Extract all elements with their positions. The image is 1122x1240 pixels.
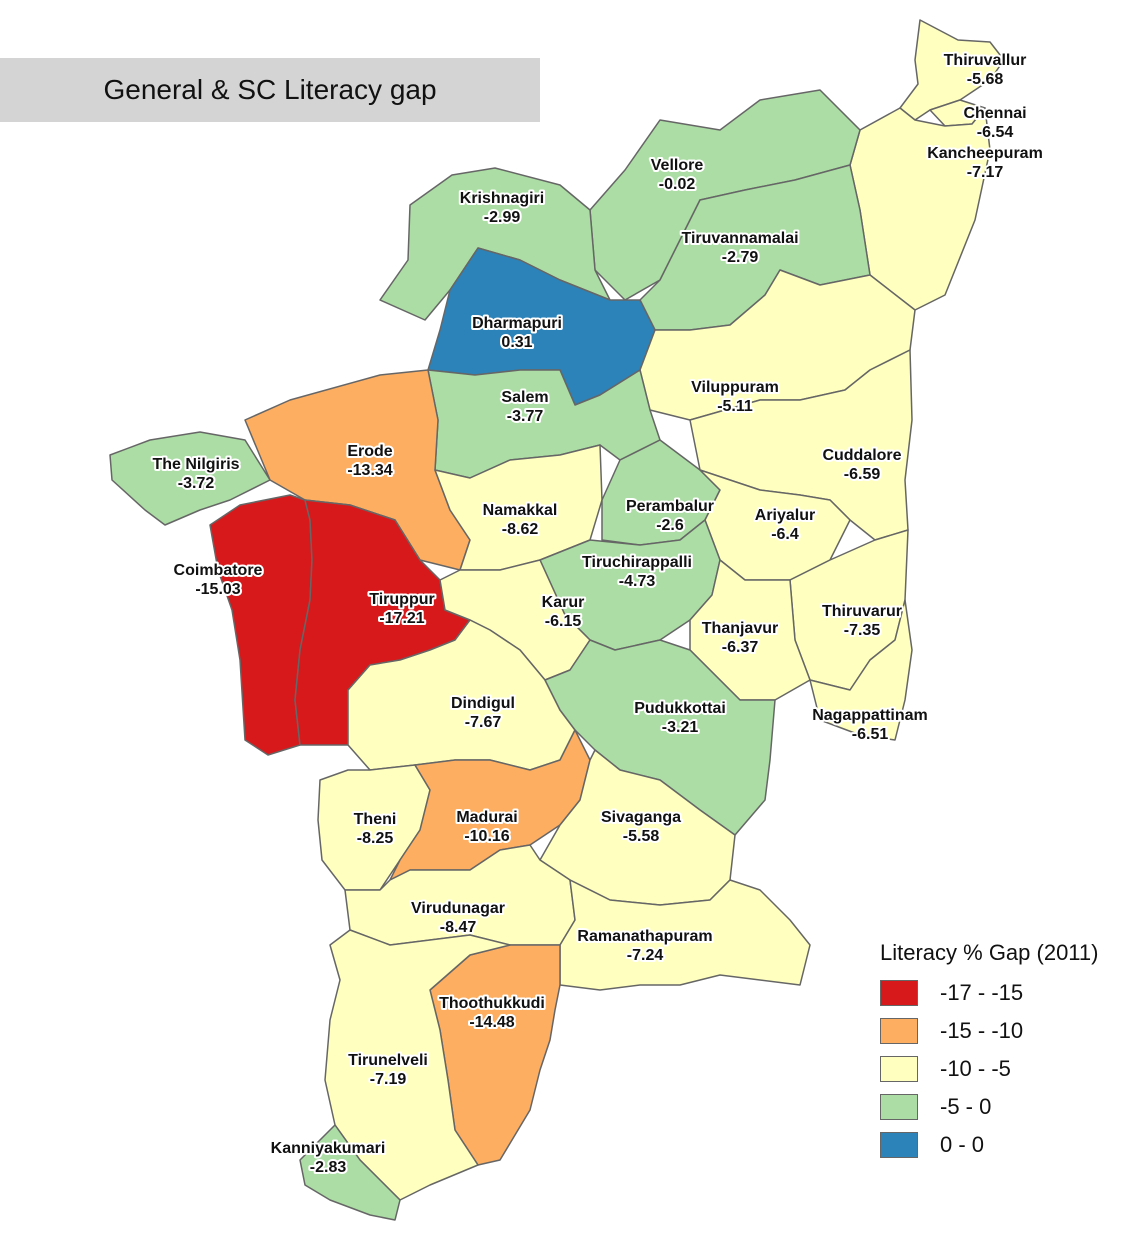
district-name-nagappattinam: Nagappattinam xyxy=(812,707,928,724)
district-name-tirunelveli: Tirunelveli xyxy=(348,1052,428,1069)
district-value-thanjavur: -6.37 xyxy=(722,639,759,656)
legend-item-0: -17 - -15 xyxy=(880,974,1120,1012)
district-name-thiruvallur: Thiruvallur xyxy=(944,52,1027,69)
district-nilgiris[interactable] xyxy=(109,431,271,526)
legend-swatch-3 xyxy=(880,1094,918,1120)
legend-label-4: 0 - 0 xyxy=(940,1132,985,1157)
district-value-karur: -6.15 xyxy=(545,613,582,630)
legend-item-4: 0 - 0 xyxy=(880,1126,1120,1164)
district-value-ramanathapuram: -7.24 xyxy=(627,947,664,964)
district-value-tirunelveli: -7.19 xyxy=(370,1071,407,1088)
legend-label-0: -17 - -15 xyxy=(940,980,1024,1005)
district-value-kancheepuram: -7.17 xyxy=(967,164,1004,181)
district-name-thoothukkudi: Thoothukkudi xyxy=(439,995,545,1012)
district-tirunelveli[interactable] xyxy=(324,929,511,1201)
district-value-tiruchirappalli: -4.73 xyxy=(619,573,656,590)
district-value-thiruvallur: -5.68 xyxy=(967,71,1004,88)
legend-title: Literacy % Gap (2011) xyxy=(880,940,1099,965)
district-value-tiruppur: -17.21 xyxy=(379,610,424,627)
legend-label-3: -5 - 0 xyxy=(940,1094,992,1119)
district-name-nilgiris: The Nilgiris xyxy=(152,456,239,473)
district-name-dindigul: Dindigul xyxy=(451,695,515,712)
district-labels: Thiruvallur -5.68 Chennai -6.54 Kancheepuram… xyxy=(150,50,1044,1178)
district-name-kancheepuram: Kancheepuram xyxy=(927,145,1043,162)
district-value-dindigul: -7.67 xyxy=(465,714,502,731)
legend-label-2: -10 - -5 xyxy=(940,1056,1011,1081)
district-value-ariyalur: -6.4 xyxy=(771,526,799,543)
district-value-virudunagar: -8.47 xyxy=(440,919,477,936)
district-value-nagappattinam: -6.51 xyxy=(852,726,889,743)
district-name-chennai: Chennai xyxy=(963,105,1026,122)
legend-swatch-2 xyxy=(880,1056,918,1082)
district-value-pudukkottai: -3.21 xyxy=(662,719,699,736)
district-name-namakkal: Namakkal xyxy=(483,502,558,519)
district-value-vellore: -0.02 xyxy=(659,176,696,193)
district-value-thiruvarur: -7.35 xyxy=(844,622,881,639)
district-value-namakkal: -8.62 xyxy=(502,521,539,538)
legend-label-1: -15 - -10 xyxy=(940,1018,1024,1043)
legend: Literacy % Gap (2011) -17 - -15 -15 - -1… xyxy=(880,940,1120,1164)
district-value-krishnagiri: -2.99 xyxy=(484,209,521,226)
district-name-erode: Erode xyxy=(347,443,392,460)
district-name-sivaganga: Sivaganga xyxy=(601,809,681,826)
district-name-salem: Salem xyxy=(501,389,548,406)
district-value-kanniyakumari: -2.83 xyxy=(310,1159,347,1176)
district-name-madurai: Madurai xyxy=(456,809,517,826)
district-name-krishnagiri: Krishnagiri xyxy=(460,190,544,207)
district-name-coimbatore: Coimbatore xyxy=(174,562,263,579)
district-name-tiruchirappalli: Tiruchirappalli xyxy=(582,554,692,571)
district-name-ramanathapuram: Ramanathapuram xyxy=(577,928,712,945)
district-value-sivaganga: -5.58 xyxy=(623,828,660,845)
district-name-dharmapuri: Dharmapuri xyxy=(472,315,562,332)
legend-item-2: -10 - -5 xyxy=(880,1050,1120,1088)
district-nagappattinam[interactable] xyxy=(809,599,913,741)
district-kanniyakumari[interactable] xyxy=(299,1124,401,1221)
district-name-virudunagar: Virudunagar xyxy=(411,900,505,917)
district-name-kanniyakumari: Kanniyakumari xyxy=(271,1140,386,1157)
district-name-pudukkottai: Pudukkottai xyxy=(634,700,726,717)
district-value-erode: -13.34 xyxy=(347,462,392,479)
district-value-thoothukkudi: -14.48 xyxy=(469,1014,514,1031)
legend-swatch-4 xyxy=(880,1132,918,1158)
district-value-chennai: -6.54 xyxy=(977,124,1014,141)
title-banner: General & SC Literacy gap xyxy=(0,58,540,122)
district-name-viluppuram: Viluppuram xyxy=(691,379,779,396)
district-value-nilgiris: -3.72 xyxy=(178,475,215,492)
district-name-theni: Theni xyxy=(354,811,397,828)
district-name-cuddalore: Cuddalore xyxy=(822,447,901,464)
district-name-vellore: Vellore xyxy=(651,157,704,174)
map-title: General & SC Literacy gap xyxy=(103,74,437,105)
district-name-karur: Karur xyxy=(542,594,585,611)
district-value-perambalur: -2.6 xyxy=(656,517,684,534)
district-name-perambalur: Perambalur xyxy=(626,498,714,515)
district-value-dharmapuri: 0.31 xyxy=(501,334,532,351)
district-name-tiruppur: Tiruppur xyxy=(369,591,434,608)
district-value-madurai: -10.16 xyxy=(464,828,509,845)
district-value-viluppuram: -5.11 xyxy=(717,398,753,415)
district-value-coimbatore: -15.03 xyxy=(195,581,240,598)
legend-item-1: -15 - -10 xyxy=(880,1012,1120,1050)
legend-swatch-1 xyxy=(880,1018,918,1044)
district-name-ariyalur: Ariyalur xyxy=(755,507,815,524)
district-name-thiruvarur: Thiruvarur xyxy=(822,603,902,620)
district-value-cuddalore: -6.59 xyxy=(844,466,881,483)
legend-item-3: -5 - 0 xyxy=(880,1088,1120,1126)
district-name-thanjavur: Thanjavur xyxy=(702,620,778,637)
legend-swatch-0 xyxy=(880,980,918,1006)
district-value-theni: -8.25 xyxy=(357,830,394,847)
district-value-tiruvannamalai: -2.79 xyxy=(722,249,759,266)
district-name-tiruvannamalai: Tiruvannamalai xyxy=(681,230,798,247)
district-value-salem: -3.77 xyxy=(507,408,544,425)
